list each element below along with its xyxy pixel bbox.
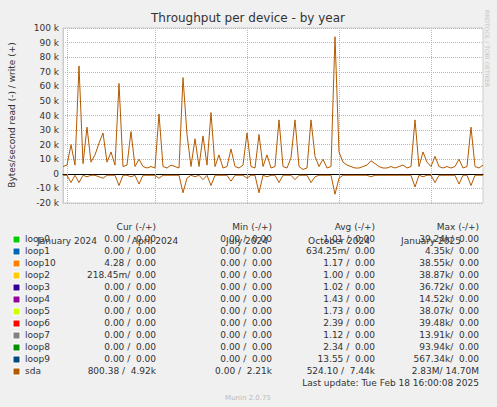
svg-text:-10 k: -10 k [36,183,60,193]
svg-text:loop5: loop5 [25,306,50,316]
svg-text:70 k: 70 k [39,67,59,77]
svg-text:RRDTOOL / TOBI OETIKER: RRDTOOL / TOBI OETIKER [484,10,491,87]
svg-text:0.00 / 0.00: 0.00 / 0.00 [220,330,272,340]
svg-text:Avg (-/+): Avg (-/+) [335,222,375,232]
svg-text:0.00 / 0.00: 0.00 / 0.00 [220,246,272,256]
svg-text:36.72k/ 0.00: 36.72k/ 0.00 [419,282,479,292]
svg-text:October 2024: October 2024 [308,236,370,246]
svg-text:634.25m/ 0.00: 634.25m/ 0.00 [306,246,375,256]
svg-text:Throughput per device - by yea: Throughput per device - by year [150,11,345,25]
svg-text:1.00 / 0.00: 1.00 / 0.00 [323,270,375,280]
svg-text:0.00 / 0.00: 0.00 / 0.00 [104,306,156,316]
svg-text:13.91k/ 0.00: 13.91k/ 0.00 [419,330,479,340]
svg-text:loop10: loop10 [25,258,56,268]
svg-text:loop3: loop3 [25,282,50,292]
svg-text:38.55k/ 0.00: 38.55k/ 0.00 [419,258,479,268]
svg-text:38.87k/ 0.00: 38.87k/ 0.00 [419,270,479,280]
svg-text:loop9: loop9 [25,354,50,364]
svg-text:Munin 2.0.75: Munin 2.0.75 [225,394,271,402]
svg-text:50 k: 50 k [39,96,59,106]
svg-text:2.83M/ 14.70M: 2.83M/ 14.70M [412,366,479,376]
svg-text:Last update: Tue Feb 18 16:00:: Last update: Tue Feb 18 16:00:08 2025 [302,378,479,388]
svg-text:4.28 / 0.00: 4.28 / 0.00 [104,258,156,268]
svg-text:1.12 / 0.00: 1.12 / 0.00 [323,330,375,340]
svg-text:20 k: 20 k [39,140,59,150]
svg-text:Bytes/second read (-) / write: Bytes/second read (-) / write (+) [7,42,17,187]
svg-text:loop8: loop8 [25,342,50,352]
svg-text:100 k: 100 k [34,23,60,33]
svg-text:loop6: loop6 [25,318,50,328]
svg-text:10 k: 10 k [39,154,59,164]
svg-text:0.00 / 0.00: 0.00 / 0.00 [104,342,156,352]
svg-text:524.10 / 7.44k: 524.10 / 7.44k [307,366,376,376]
svg-text:14.52k/ 0.00: 14.52k/ 0.00 [419,294,479,304]
svg-text:0.00 / 0.00: 0.00 / 0.00 [220,306,272,316]
svg-text:0.00 / 0.00: 0.00 / 0.00 [220,258,272,268]
svg-text:0.00 / 0.00: 0.00 / 0.00 [220,342,272,352]
svg-text:0.00 / 0.00: 0.00 / 0.00 [220,282,272,292]
svg-text:Max (-/+): Max (-/+) [437,222,479,232]
svg-text:38.07k/ 0.00: 38.07k/ 0.00 [419,306,479,316]
svg-text:60 k: 60 k [39,81,59,91]
svg-text:90 k: 90 k [39,38,59,48]
svg-text:Min (-/+): Min (-/+) [232,222,272,232]
svg-text:30 k: 30 k [39,125,59,135]
svg-text:sda: sda [25,366,41,376]
svg-text:loop7: loop7 [25,330,50,340]
svg-text:0.00 / 2.21k: 0.00 / 2.21k [215,366,273,376]
svg-text:0.00 / 0.00: 0.00 / 0.00 [104,330,156,340]
svg-text:July 2024: July 2024 [225,236,268,246]
svg-text:0.00 / 0.00: 0.00 / 0.00 [220,270,272,280]
svg-text:loop2: loop2 [25,270,50,280]
svg-text:218.45m/ 0.00: 218.45m/ 0.00 [87,270,156,280]
svg-text:0.00 / 0.00: 0.00 / 0.00 [220,294,272,304]
svg-text:January 2025: January 2025 [400,236,461,246]
svg-text:39.48k/ 0.00: 39.48k/ 0.00 [419,318,479,328]
svg-text:93.94k/ 0.00: 93.94k/ 0.00 [419,342,479,352]
svg-text:0.00 / 0.00: 0.00 / 0.00 [104,354,156,364]
svg-text:0.00 / 0.00: 0.00 / 0.00 [104,294,156,304]
svg-text:0.00 / 0.00: 0.00 / 0.00 [104,233,156,244]
svg-text:0.00 / 0.00: 0.00 / 0.00 [220,354,272,364]
svg-text:2.34 / 0.00: 2.34 / 0.00 [323,342,375,352]
svg-text:Cur (-/+): Cur (-/+) [117,222,156,232]
svg-text:1.43 / 0.00: 1.43 / 0.00 [323,294,375,304]
svg-text:0.00 / 0.00: 0.00 / 0.00 [104,282,156,292]
svg-text:1.17 / 0.00: 1.17 / 0.00 [323,258,375,268]
svg-text:April 2024: April 2024 [132,236,179,246]
svg-text:0.00 / 0.00: 0.00 / 0.00 [220,318,272,328]
svg-text:800.38 / 4.92k: 800.38 / 4.92k [88,366,157,376]
svg-text:January 2024: January 2024 [36,236,97,246]
svg-text:1.73 / 0.00: 1.73 / 0.00 [323,306,375,316]
svg-text:40 k: 40 k [39,111,59,121]
svg-text:13.55 / 0.00: 13.55 / 0.00 [318,354,376,364]
svg-text:0.00 / 0.00: 0.00 / 0.00 [104,318,156,328]
svg-text:1.02 / 0.00: 1.02 / 0.00 [323,282,375,292]
svg-text:4.35k/ 0.00: 4.35k/ 0.00 [425,246,479,256]
svg-text:0: 0 [53,169,59,179]
svg-text:80 k: 80 k [39,52,59,62]
svg-text:0.00 / 0.00: 0.00 / 0.00 [104,246,156,256]
svg-text:-20 k: -20 k [36,198,60,208]
svg-text:2.39 / 0.00: 2.39 / 0.00 [323,318,375,328]
svg-text:loop1: loop1 [25,246,50,256]
svg-text:loop4: loop4 [25,294,50,304]
svg-text:567.34k/ 0.00: 567.34k/ 0.00 [414,354,480,364]
